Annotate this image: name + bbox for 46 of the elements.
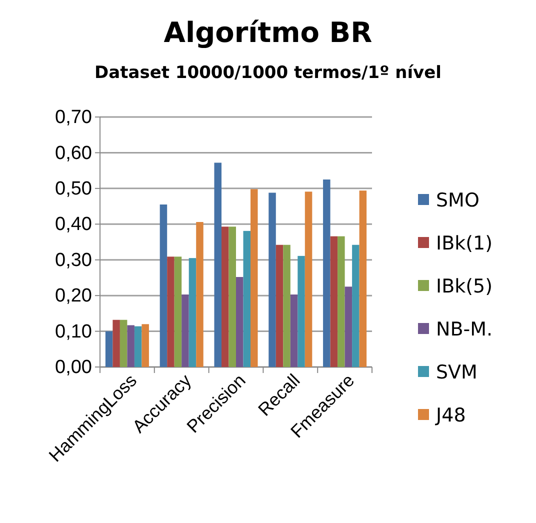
bar: [120, 320, 128, 367]
y-tick-label: 0,20: [55, 286, 92, 307]
bar: [188, 258, 196, 367]
legend-label: SMO: [436, 190, 480, 212]
bar: [283, 244, 290, 367]
bar: [127, 325, 134, 367]
bar: [298, 256, 305, 367]
chart-subtitle: Dataset 10000/1000 termos/1º nível: [94, 63, 442, 83]
bar: [167, 256, 174, 367]
bar: [250, 189, 258, 367]
legend-label: J48: [435, 404, 466, 427]
legend-label: SVM: [436, 362, 478, 384]
bar: [236, 277, 244, 367]
bar: [338, 236, 345, 367]
bar: [105, 331, 113, 367]
y-tick-label: 0,00: [55, 357, 92, 378]
y-tick-label: 0,40: [55, 214, 92, 236]
legend-label: IBk(5): [436, 276, 493, 298]
legend-label: NB-M.: [436, 318, 493, 341]
y-tick-label: 0,60: [55, 142, 92, 164]
y-tick-label: 0,30: [55, 250, 92, 271]
bar: [182, 294, 189, 367]
bar: [196, 222, 204, 367]
bar: [268, 192, 276, 367]
bar: [304, 192, 312, 367]
bar: [214, 162, 222, 367]
y-tick-label: 0,70: [55, 107, 92, 128]
bar: [160, 204, 168, 367]
bar: [134, 326, 142, 367]
bar: [359, 190, 367, 367]
chart-title: Algorítmo BR: [164, 16, 372, 49]
legend-label: IBk(1): [436, 232, 493, 255]
bar: [243, 230, 251, 367]
y-tick-label: 0,10: [55, 321, 92, 342]
bar: [344, 286, 352, 367]
bar: [174, 256, 182, 367]
bar: [330, 236, 338, 367]
y-tick-label: 0,50: [55, 178, 92, 200]
bar: [323, 180, 330, 367]
bar: [290, 294, 298, 367]
bar: [112, 320, 120, 367]
bar: [276, 244, 284, 367]
bar: [228, 226, 236, 367]
bar: [221, 226, 229, 367]
bar: [352, 244, 360, 367]
bar: [142, 324, 149, 367]
